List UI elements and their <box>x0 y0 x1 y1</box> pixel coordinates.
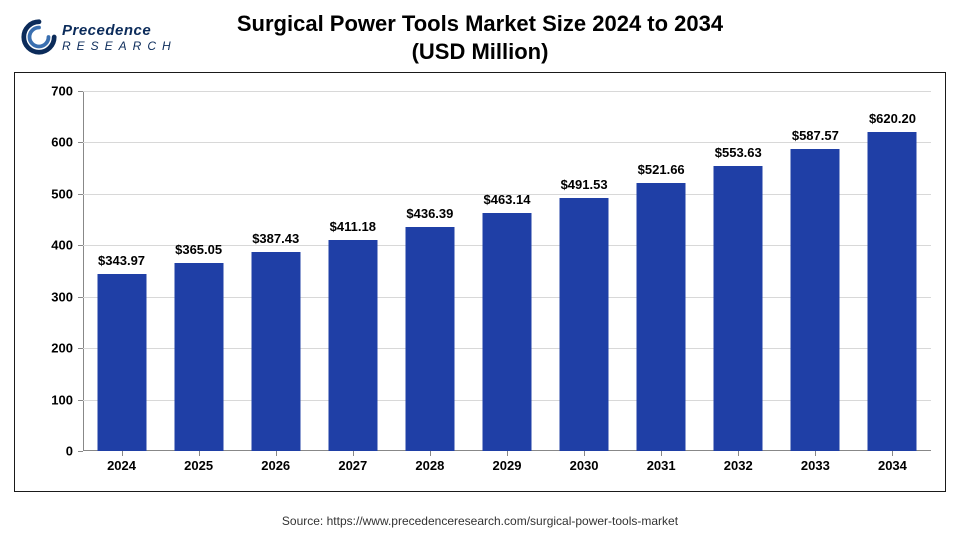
y-tick-label: 300 <box>51 289 73 304</box>
x-tick-label: 2034 <box>878 458 907 473</box>
bar-value-label: $620.20 <box>869 111 916 126</box>
bar <box>868 132 917 451</box>
x-tick-mark <box>122 451 123 456</box>
y-tick-label: 600 <box>51 135 73 150</box>
x-tick-label: 2024 <box>107 458 136 473</box>
x-tick-mark <box>199 451 200 456</box>
chart-frame: 0100200300400500600700 $343.972024$365.0… <box>14 72 946 492</box>
bar-slot: $387.432026 <box>237 91 314 451</box>
bar <box>405 227 454 451</box>
bar-value-label: $553.63 <box>715 145 762 160</box>
bar-value-label: $463.14 <box>483 192 530 207</box>
bar-slot: $365.052025 <box>160 91 237 451</box>
x-tick-mark <box>892 451 893 456</box>
bar-slot: $521.662031 <box>623 91 700 451</box>
bar-slot: $553.632032 <box>700 91 777 451</box>
chart-title-text: Surgical Power Tools Market Size 2024 to… <box>237 11 723 64</box>
bar-slot: $436.392028 <box>391 91 468 451</box>
y-tick-label: 500 <box>51 186 73 201</box>
bar <box>97 274 146 451</box>
x-tick-label: 2026 <box>261 458 290 473</box>
bar-slot: $343.972024 <box>83 91 160 451</box>
bar-slot: $587.572033 <box>777 91 854 451</box>
bar-slot: $491.532030 <box>546 91 623 451</box>
source-caption: Source: https://www.precedenceresearch.c… <box>0 514 960 528</box>
x-tick-mark <box>507 451 508 456</box>
y-tick-label: 400 <box>51 238 73 253</box>
x-tick-mark <box>815 451 816 456</box>
bar-value-label: $587.57 <box>792 128 839 143</box>
x-tick-label: 2033 <box>801 458 830 473</box>
bar <box>482 213 531 451</box>
bar <box>560 198 609 451</box>
x-tick-mark <box>276 451 277 456</box>
chart-title: Surgical Power Tools Market Size 2024 to… <box>0 10 960 65</box>
x-tick-mark <box>738 451 739 456</box>
bar-value-label: $387.43 <box>252 231 299 246</box>
plot-area: 0100200300400500600700 $343.972024$365.0… <box>83 91 931 451</box>
bar-value-label: $491.53 <box>561 177 608 192</box>
bars-container: $343.972024$365.052025$387.432026$411.18… <box>83 91 931 451</box>
bar-value-label: $521.66 <box>638 162 685 177</box>
x-tick-label: 2032 <box>724 458 753 473</box>
y-tick-label: 200 <box>51 341 73 356</box>
bar <box>328 240 377 451</box>
bar-slot: $620.202034 <box>854 91 931 451</box>
x-tick-mark <box>661 451 662 456</box>
bar <box>637 183 686 451</box>
bar <box>174 263 223 451</box>
y-tick-mark <box>78 451 83 452</box>
x-tick-mark <box>353 451 354 456</box>
x-tick-mark <box>584 451 585 456</box>
x-tick-label: 2025 <box>184 458 213 473</box>
x-tick-mark <box>430 451 431 456</box>
bar <box>251 252 300 451</box>
x-tick-label: 2031 <box>647 458 676 473</box>
bar-slot: $463.142029 <box>468 91 545 451</box>
bar <box>791 149 840 451</box>
x-tick-label: 2027 <box>338 458 367 473</box>
x-tick-label: 2030 <box>570 458 599 473</box>
bar-slot: $411.182027 <box>314 91 391 451</box>
bar-value-label: $343.97 <box>98 253 145 268</box>
x-tick-label: 2028 <box>415 458 444 473</box>
bar-value-label: $365.05 <box>175 242 222 257</box>
y-tick-label: 0 <box>66 444 73 459</box>
y-tick-label: 700 <box>51 84 73 99</box>
y-tick-label: 100 <box>51 392 73 407</box>
bar <box>714 166 763 451</box>
x-tick-label: 2029 <box>493 458 522 473</box>
bar-value-label: $436.39 <box>406 206 453 221</box>
bar-value-label: $411.18 <box>330 219 376 234</box>
